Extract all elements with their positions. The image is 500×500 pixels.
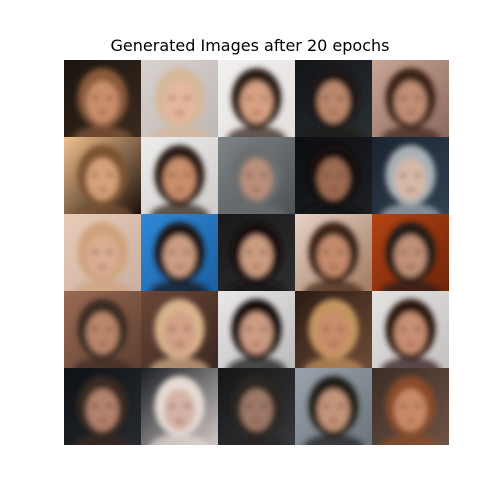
figure-title: Generated Images after 20 epochs: [0, 34, 500, 58]
generated-image-4-1: [64, 291, 141, 368]
generated-image-3-4: [295, 214, 372, 291]
generated-image-4-2: [141, 291, 218, 368]
generated-image-3-3: [218, 214, 295, 291]
generated-image-5-5: [372, 368, 449, 445]
generated-image-4-5: [372, 291, 449, 368]
generated-image-3-1: [64, 214, 141, 291]
generated-image-1-3: [218, 60, 295, 137]
generated-image-1-1: [64, 60, 141, 137]
image-grid: [64, 60, 449, 445]
generated-image-1-5: [372, 60, 449, 137]
generated-image-2-2: [141, 137, 218, 214]
generated-image-2-5: [372, 137, 449, 214]
generated-image-5-1: [64, 368, 141, 445]
generated-image-4-4: [295, 291, 372, 368]
generated-image-2-3: [218, 137, 295, 214]
generated-image-5-3: [218, 368, 295, 445]
generated-image-5-2: [141, 368, 218, 445]
generated-image-4-3: [218, 291, 295, 368]
generated-image-2-1: [64, 137, 141, 214]
generated-image-5-4: [295, 368, 372, 445]
generated-image-1-4: [295, 60, 372, 137]
generated-image-3-2: [141, 214, 218, 291]
generated-image-1-2: [141, 60, 218, 137]
generated-image-3-5: [372, 214, 449, 291]
generated-image-2-4: [295, 137, 372, 214]
